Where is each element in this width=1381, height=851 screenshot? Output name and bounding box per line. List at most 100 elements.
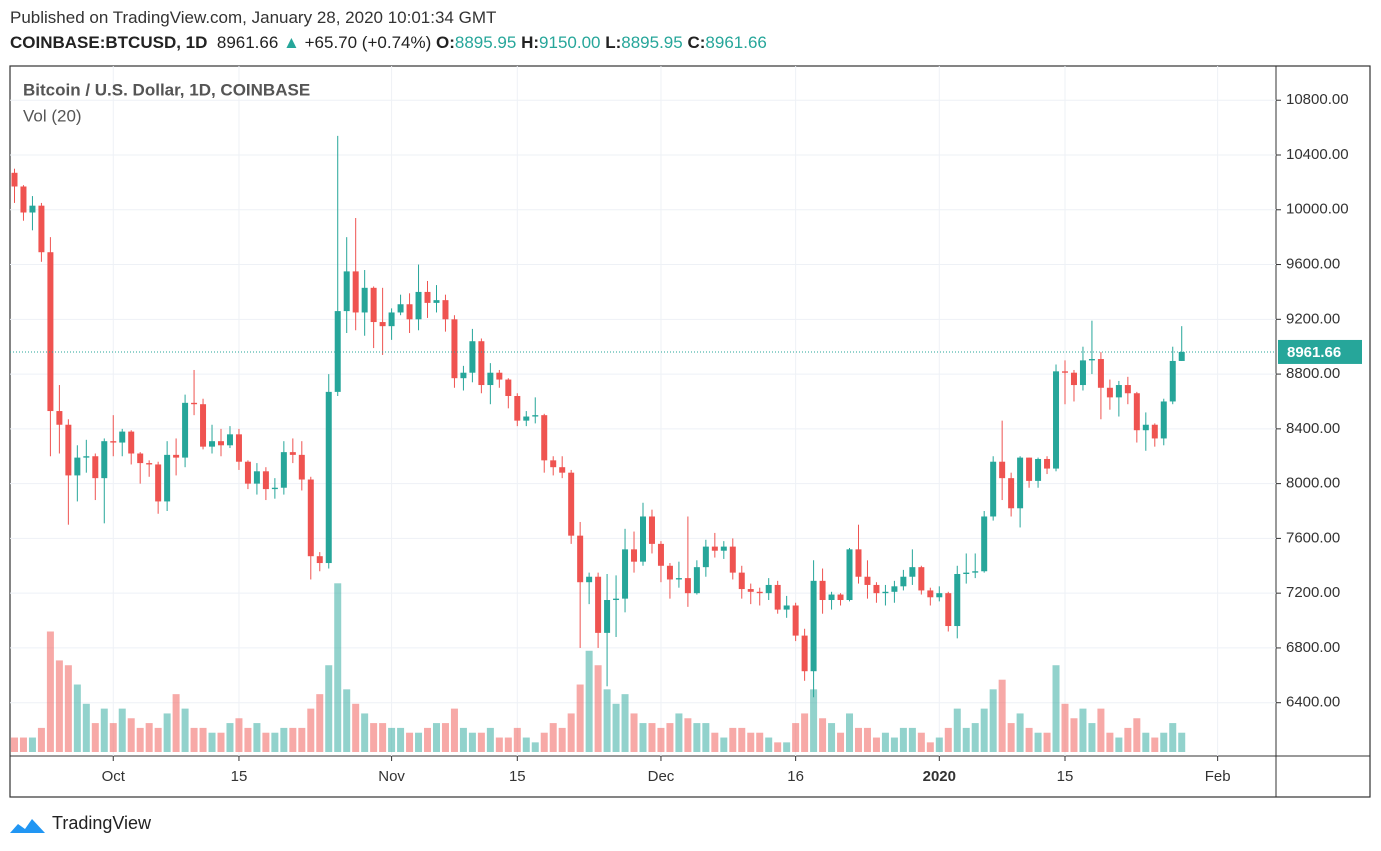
candle-body	[855, 549, 862, 577]
y-tick-label: 8800.00	[1286, 365, 1340, 382]
volume-bar	[1043, 732, 1051, 752]
volume-bar	[666, 723, 674, 752]
volume-bar	[513, 727, 521, 752]
candle-body	[837, 594, 844, 601]
volume-bar	[944, 727, 952, 752]
last-price-label: 8961.66	[1287, 344, 1341, 361]
candle-body	[523, 416, 530, 421]
candle-body	[1079, 360, 1086, 386]
volume-bar	[693, 723, 701, 752]
candle-body	[182, 402, 189, 458]
y-tick-label: 8400.00	[1286, 420, 1340, 437]
volume-bar	[91, 723, 99, 752]
volume-bar	[397, 727, 405, 752]
candle-body	[451, 319, 458, 379]
symbol-bar: COINBASE:BTCUSD, 1D 8961.66 ▲ +65.70 (+0…	[10, 33, 767, 53]
volume-bar	[1133, 718, 1141, 752]
volume-bar	[702, 723, 710, 752]
candle-body	[226, 434, 233, 446]
volume-bar	[280, 727, 288, 752]
volume-bar	[415, 732, 423, 752]
volume-bar	[181, 708, 189, 752]
arrow: ▲	[283, 33, 300, 52]
candle-body	[801, 635, 808, 672]
candle-body	[487, 372, 494, 386]
volume-bar	[118, 708, 126, 752]
volume-bar	[424, 727, 432, 752]
ohlc-label: C:	[687, 33, 706, 52]
volume-bar	[208, 732, 216, 752]
ohlc-value: 8961.66	[705, 33, 767, 52]
candle-body	[496, 372, 503, 380]
candle-body	[693, 567, 700, 594]
candle-body	[56, 411, 63, 425]
candle-body	[541, 415, 548, 461]
candle-body	[29, 205, 36, 213]
candle-body	[954, 573, 961, 627]
candle-body	[173, 454, 180, 458]
candle-body	[20, 186, 27, 213]
candle-body	[729, 546, 736, 573]
volume-bar	[1007, 723, 1015, 752]
volume-bar	[226, 723, 234, 752]
volume-bar	[1079, 708, 1087, 752]
volume-bar	[1124, 727, 1132, 752]
volume-bar	[406, 732, 414, 752]
y-tick-label: 6800.00	[1286, 639, 1340, 656]
volume-bar	[711, 732, 719, 752]
candle-body	[666, 565, 673, 580]
candle-body	[298, 454, 305, 480]
x-tick-label: 16	[787, 768, 804, 785]
volume-bar	[603, 689, 611, 752]
candle-body	[828, 594, 835, 601]
candle-body	[631, 549, 638, 562]
ohlc-label: O:	[436, 33, 455, 52]
candle-body	[460, 372, 467, 379]
candle-body	[235, 434, 242, 462]
volume-bar	[1016, 713, 1024, 752]
candle-body	[550, 460, 557, 468]
candle-body	[568, 472, 575, 536]
candle-body	[532, 415, 539, 417]
candle-body	[406, 304, 413, 320]
x-tick-label: Nov	[378, 768, 405, 785]
volume-bar	[495, 737, 503, 752]
candle-body	[1106, 387, 1113, 398]
candle-body	[433, 300, 440, 303]
x-tick-label: Dec	[648, 768, 675, 785]
candle-body	[289, 452, 296, 455]
volume-bar	[64, 665, 72, 752]
volume-bar	[450, 708, 458, 752]
candle-body	[370, 287, 377, 323]
candle-body	[155, 464, 162, 502]
candle-body	[1178, 351, 1185, 361]
candle-body	[675, 578, 682, 580]
volume-bar	[468, 732, 476, 752]
candle-body	[1160, 401, 1167, 439]
volume-bar	[594, 665, 602, 752]
candle-body	[900, 576, 907, 587]
candle-body	[909, 567, 916, 577]
logo	[10, 819, 45, 833]
candle-body	[101, 441, 108, 479]
volume-bar	[100, 708, 108, 752]
volume-bar	[262, 732, 270, 752]
volume-bar	[828, 723, 836, 752]
volume-bar	[298, 727, 306, 752]
volume-bar	[837, 732, 845, 752]
x-tick-label: Oct	[102, 768, 126, 785]
candle-body	[74, 457, 81, 476]
volume-bar	[55, 660, 63, 752]
volume-bar	[172, 694, 180, 752]
y-tick-label: 10800.00	[1286, 91, 1349, 108]
candle-body	[343, 271, 350, 312]
candle-body	[110, 441, 117, 443]
candle-body	[469, 341, 476, 373]
candle-body	[657, 543, 664, 566]
volume-bar	[388, 727, 396, 752]
x-tick-label: 15	[231, 768, 248, 785]
candle-body	[765, 584, 772, 594]
candle-body	[397, 304, 404, 313]
volume-bar	[657, 727, 665, 752]
